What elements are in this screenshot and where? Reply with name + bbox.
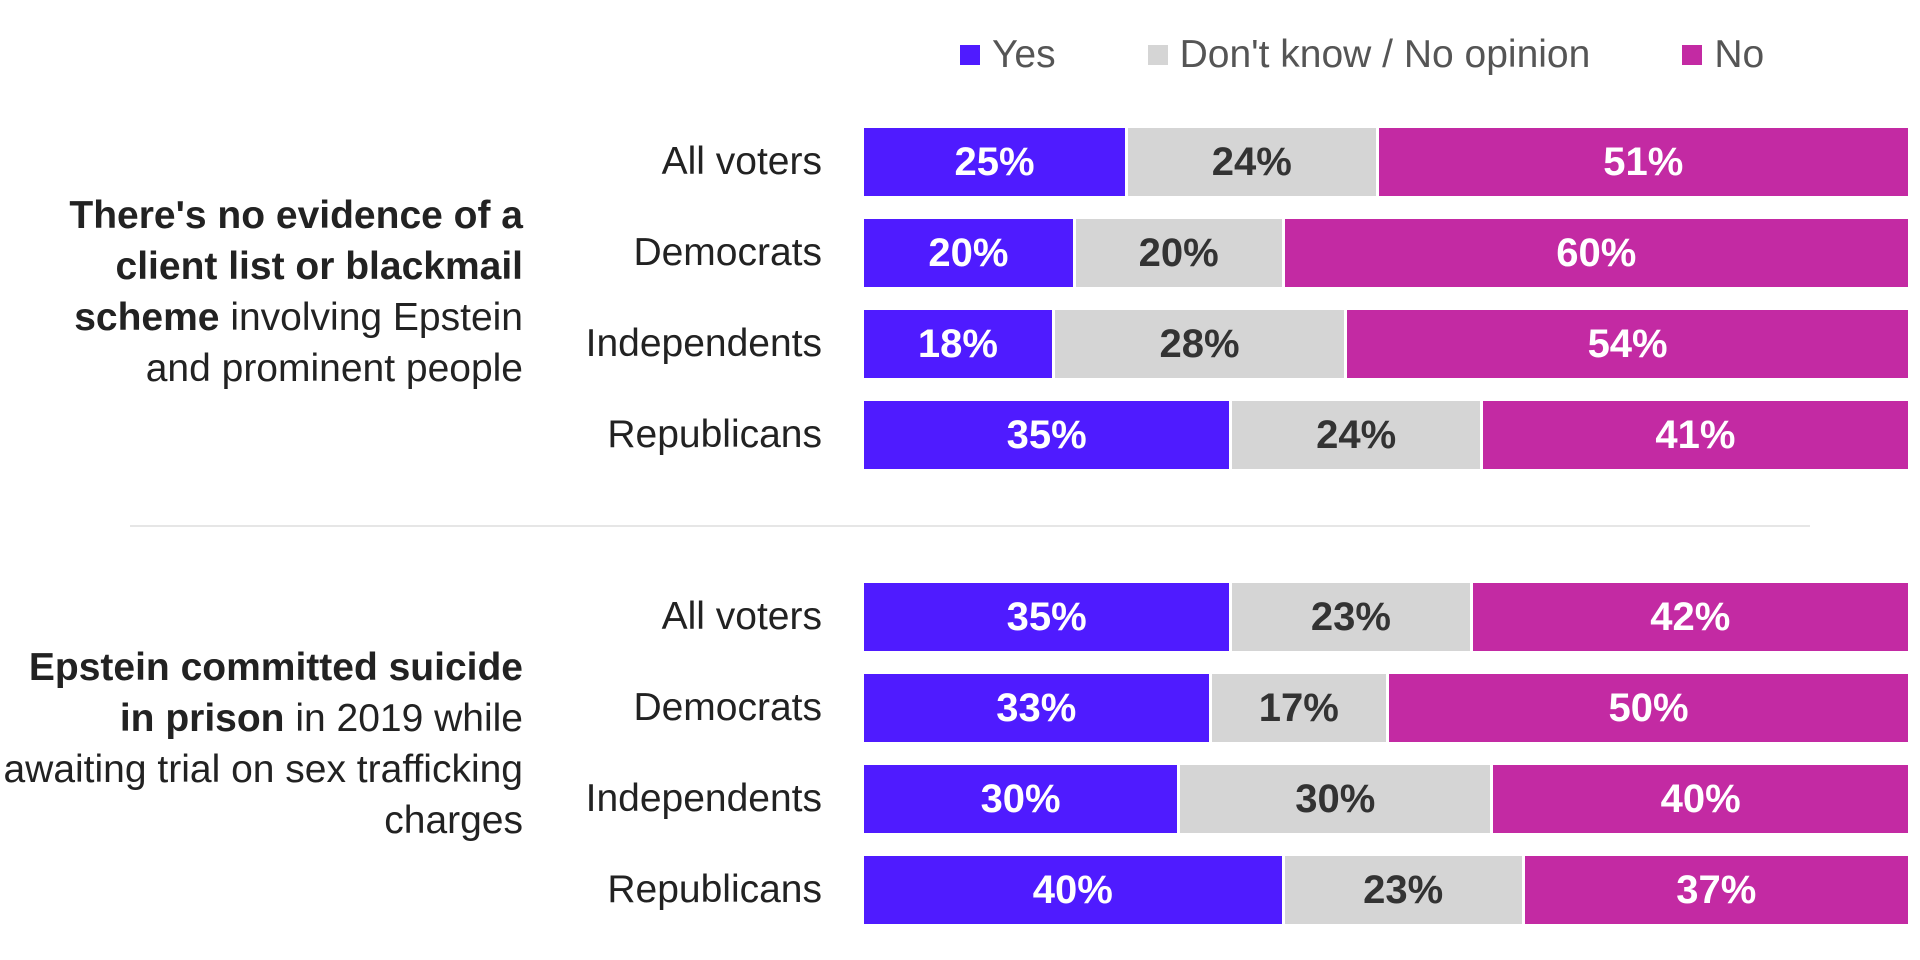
bar-democrats: 20% 20% 60% <box>864 219 1908 287</box>
data-label: 54% <box>1587 321 1668 366</box>
bar-all-voters: 35% 23% 42% <box>864 583 1908 651</box>
data-label: 35% <box>1006 412 1087 457</box>
data-label: 51% <box>1603 139 1684 184</box>
group-title-rest: in 2019 while awaiting trial on sex traf… <box>3 697 523 842</box>
data-label: 30% <box>980 776 1061 821</box>
bar-republicans: 40% 23% 37% <box>864 856 1908 924</box>
data-label: 40% <box>1660 776 1741 821</box>
data-label: 25% <box>954 139 1035 184</box>
legend-swatch-dont-know <box>1147 45 1168 65</box>
row-label-republicans: Republicans <box>607 413 822 456</box>
legend-label-dont-know: Don't know / No opinion <box>1179 33 1591 76</box>
bar-independents: 18% 28% 54% <box>864 310 1908 378</box>
legend-swatch-yes <box>960 45 980 65</box>
data-label: 18% <box>917 321 998 366</box>
data-label: 23% <box>1363 867 1444 912</box>
data-label: 42% <box>1650 594 1731 639</box>
bar-independents: 30% 30% 40% <box>864 765 1908 833</box>
bar-segment-don-t-know-no-opinion: 20% <box>1072 219 1282 287</box>
bar-segment-no: 41% <box>1479 401 1908 469</box>
data-label: 20% <box>1138 230 1219 275</box>
bar-segment-no: 54% <box>1344 310 1908 378</box>
legend-item-no: No <box>1682 33 1764 77</box>
legend: Yes Don't know / No opinion No <box>960 30 1764 80</box>
bar-republicans: 35% 24% 41% <box>864 401 1908 469</box>
data-label: 50% <box>1608 685 1689 730</box>
bar-segment-no: 50% <box>1385 674 1908 742</box>
row-label-republicans: Republicans <box>607 868 822 911</box>
bar-segment-don-t-know-no-opinion: 24% <box>1229 401 1480 469</box>
legend-label-yes: Yes <box>992 33 1056 76</box>
bar-segment-yes: 20% <box>864 219 1073 287</box>
legend-item-dont-know: Don't know / No opinion <box>1147 33 1591 77</box>
bar-segment-yes: 33% <box>864 674 1209 742</box>
bar-segment-don-t-know-no-opinion: 23% <box>1281 856 1522 924</box>
bar-segment-don-t-know-no-opinion: 17% <box>1208 674 1386 742</box>
bar-segment-don-t-know-no-opinion: 24% <box>1125 128 1376 196</box>
data-label: 17% <box>1258 685 1339 730</box>
data-label: 33% <box>996 685 1077 730</box>
bar-all-voters: 25% 24% 51% <box>864 128 1908 196</box>
row-label-independents: Independents <box>585 777 822 820</box>
bar-segment-don-t-know-no-opinion: 30% <box>1177 765 1491 833</box>
data-label: 20% <box>928 230 1009 275</box>
legend-swatch-no <box>1682 45 1703 65</box>
group-title-bold: There's no evidence of a client list or … <box>69 194 523 339</box>
data-label: 40% <box>1032 867 1113 912</box>
bar-segment-no: 60% <box>1281 219 1908 287</box>
bar-segment-no: 37% <box>1521 856 1908 924</box>
data-label: 24% <box>1211 139 1292 184</box>
data-label: 23% <box>1310 594 1391 639</box>
bar-segment-yes: 35% <box>864 583 1230 651</box>
data-label: 30% <box>1295 776 1376 821</box>
bar-segment-no: 51% <box>1375 128 1908 196</box>
row-label-independents: Independents <box>585 322 822 365</box>
legend-item-yes: Yes <box>960 33 1056 77</box>
row-label-democrats: Democrats <box>633 686 822 729</box>
bar-segment-yes: 40% <box>864 856 1282 924</box>
data-label: 35% <box>1006 594 1087 639</box>
bar-segment-no: 42% <box>1469 583 1908 651</box>
bar-segment-don-t-know-no-opinion: 28% <box>1051 310 1345 378</box>
data-label: 41% <box>1655 412 1736 457</box>
data-label: 37% <box>1676 867 1757 912</box>
row-label-all-voters: All voters <box>661 595 822 638</box>
bar-segment-yes: 30% <box>864 765 1178 833</box>
data-label: 60% <box>1556 230 1637 275</box>
data-label: 24% <box>1316 412 1397 457</box>
bar-segment-yes: 25% <box>864 128 1125 196</box>
group-title-suicide: Epstein committed suicide in prison in 2… <box>3 642 523 846</box>
section-divider <box>130 525 1810 527</box>
data-label: 28% <box>1159 321 1240 366</box>
bar-democrats: 33% 17% 50% <box>864 674 1908 742</box>
bar-segment-yes: 35% <box>864 401 1230 469</box>
row-label-all-voters: All voters <box>661 140 822 183</box>
row-label-democrats: Democrats <box>633 231 822 274</box>
group-title-bold: Epstein committed suicide in prison <box>28 646 523 740</box>
group-title-rest: involving Epstein and prominent people <box>145 296 523 390</box>
group-title-client-list: There's no evidence of a client list or … <box>3 190 523 394</box>
bar-segment-no: 40% <box>1490 765 1908 833</box>
legend-label-no: No <box>1714 33 1765 76</box>
bar-segment-yes: 18% <box>864 310 1052 378</box>
bar-segment-don-t-know-no-opinion: 23% <box>1229 583 1470 651</box>
